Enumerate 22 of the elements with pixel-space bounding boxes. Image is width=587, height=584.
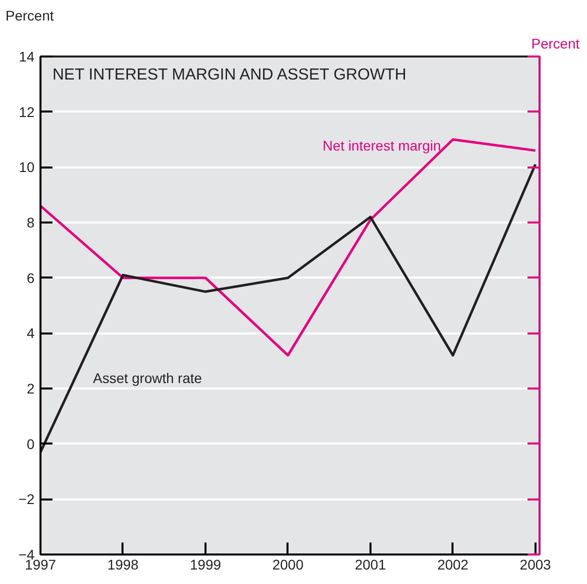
y-tick-label: 2 (26, 380, 35, 396)
y-tick-label: 8 (26, 214, 35, 230)
series-label: Net interest margin (322, 138, 441, 154)
y-tick-label: −2 (18, 491, 35, 508)
x-tick-label: 1998 (107, 556, 139, 572)
x-tick-label: 2001 (354, 556, 386, 572)
y-tick-label: 12 (18, 104, 35, 120)
y-tick-label: 6 (26, 270, 35, 286)
y-tick-label: 0 (26, 436, 35, 452)
y-tick-label: 14 (18, 48, 35, 64)
x-tick-label: 2000 (272, 556, 304, 572)
y-tick-label: 10 (18, 159, 35, 176)
y-axis-title: Percent (6, 8, 54, 24)
text: NET INTEREST MARGIN AND ASSET GROWTH (52, 66, 406, 84)
series-label: Asset growth rate (92, 370, 202, 386)
x-tick-label: 2003 (520, 556, 552, 572)
y2-axis-title: Percent (531, 36, 580, 52)
x-tick-label: 2002 (437, 556, 469, 572)
y-tick-label: 4 (26, 325, 35, 342)
line-series (40, 163, 537, 454)
x-tick-label: 1999 (190, 556, 222, 572)
line-series (40, 138, 537, 357)
